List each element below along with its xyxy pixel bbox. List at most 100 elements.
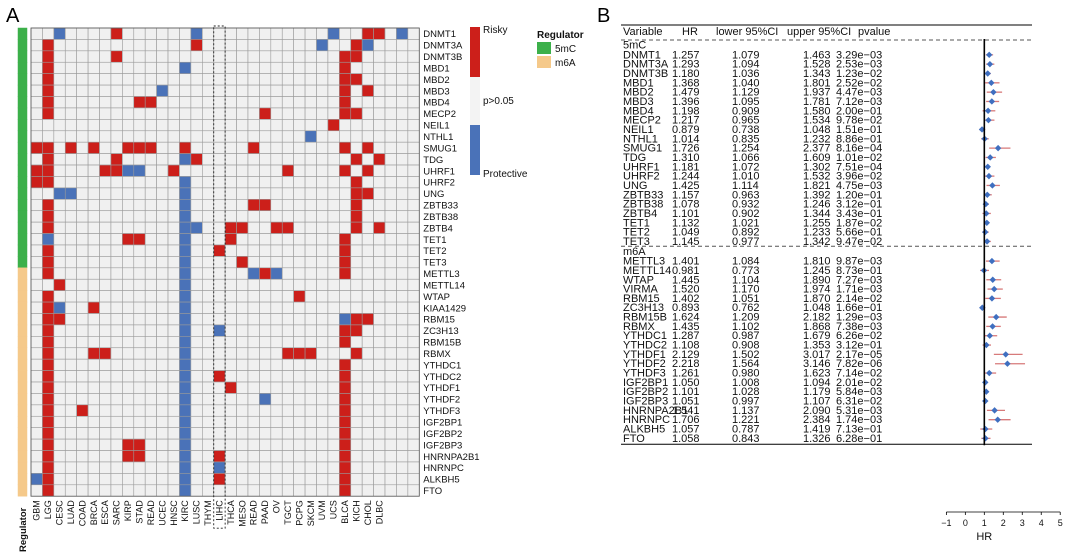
heatmap-cell — [270, 461, 283, 474]
heatmap-cell — [327, 27, 340, 40]
heatmap-cell — [339, 61, 352, 74]
heatmap-cell — [122, 267, 135, 280]
hr-point — [985, 172, 993, 180]
heatmap-cell — [190, 50, 203, 63]
row-pvalue: 4.47e−03 — [836, 87, 882, 99]
heatmap-cell — [30, 313, 43, 326]
heatmap-cell — [202, 484, 215, 497]
heatmap-cell — [190, 404, 203, 417]
heatmap-cell — [42, 358, 55, 371]
heatmap-cell — [202, 130, 215, 143]
heatmap-cell — [247, 461, 260, 474]
heatmap-cell — [339, 461, 352, 474]
regulator-bar-cell — [17, 130, 28, 143]
heatmap-cell — [179, 313, 192, 326]
legend-protective-swatch — [470, 125, 480, 175]
heatmap-cell — [190, 73, 203, 86]
heatmap-cell — [384, 164, 397, 177]
heatmap-cell — [361, 130, 374, 143]
heatmap-cell — [110, 96, 123, 109]
heatmap-cell — [76, 267, 89, 280]
heatmap-cell — [350, 107, 363, 120]
heatmap-cell — [133, 438, 146, 451]
heatmap-cell — [87, 176, 100, 189]
row-upper: 1.232 — [803, 133, 831, 145]
heatmap-cell — [110, 73, 123, 86]
heatmap-cell — [30, 256, 43, 269]
heatmap-cell — [53, 473, 66, 486]
heatmap-cell — [350, 358, 363, 371]
regulator-bar-cell — [17, 336, 28, 349]
row-hr: 1.014 — [672, 133, 700, 145]
heatmap-cell — [156, 301, 169, 314]
heatmap-cell — [144, 461, 157, 474]
heatmap-cell — [281, 324, 294, 337]
heatmap-cell — [259, 39, 272, 52]
heatmap-cell — [76, 381, 89, 394]
heatmap-cell — [350, 450, 363, 463]
panel-a-letter: A — [6, 5, 20, 27]
gene-label: HNRNPA2B1 — [423, 452, 479, 463]
heatmap-cell — [373, 130, 386, 143]
hr-point — [985, 116, 992, 124]
heatmap-cell — [30, 221, 43, 234]
heatmap-cell — [213, 393, 226, 406]
heatmap-cell — [167, 415, 180, 428]
heatmap-cell — [110, 199, 123, 212]
heatmap-cell — [30, 73, 43, 86]
heatmap-cell — [76, 130, 89, 143]
cancer-label: GBM — [32, 500, 42, 521]
heatmap-cell — [384, 427, 397, 440]
x-tick-label: 0 — [963, 518, 968, 528]
heatmap-cell — [316, 107, 329, 120]
heatmap-cell — [64, 164, 77, 177]
heatmap-cell — [361, 427, 374, 440]
heatmap-cell — [259, 347, 272, 360]
heatmap-cell — [179, 450, 192, 463]
heatmap-cell — [122, 427, 135, 440]
heatmap-cell — [384, 221, 397, 234]
regulator-bar-cell — [17, 324, 28, 337]
hr-point — [982, 435, 989, 442]
heatmap-cell — [99, 290, 112, 303]
heatmap-cell — [396, 96, 409, 109]
heatmap-cell — [224, 484, 237, 497]
heatmap-cell — [224, 39, 237, 52]
heatmap-cell — [144, 427, 157, 440]
gene-label: NTHL1 — [423, 132, 453, 143]
heatmap-cell — [122, 164, 135, 177]
heatmap-cell — [373, 187, 386, 200]
heatmap-cell — [293, 370, 306, 383]
heatmap-cell — [270, 233, 283, 246]
heatmap-cell — [64, 199, 77, 212]
heatmap-cell — [213, 27, 226, 40]
heatmap-cell — [270, 370, 283, 383]
heatmap-cell — [99, 438, 112, 451]
heatmap-cell — [339, 290, 352, 303]
heatmap-cell — [384, 50, 397, 63]
heatmap-cell — [281, 187, 294, 200]
cancer-label: COAD — [77, 500, 87, 527]
heatmap-cell — [270, 176, 283, 189]
heatmap-cell — [64, 290, 77, 303]
heatmap-cell — [247, 233, 260, 246]
row-pvalue: 3.12e−01 — [836, 199, 882, 211]
row-hr: 1.101 — [672, 208, 700, 220]
hr-point — [986, 60, 994, 68]
heatmap-cell — [339, 347, 352, 360]
cancer-label: BRCA — [89, 500, 99, 525]
heatmap-cell — [122, 358, 135, 371]
heatmap-cell — [339, 484, 352, 497]
heatmap-cell — [316, 393, 329, 406]
heatmap-cell — [156, 153, 169, 166]
heatmap-cell — [53, 107, 66, 120]
heatmap-cell — [327, 96, 340, 109]
heatmap-cell — [64, 450, 77, 463]
heatmap-cell — [76, 199, 89, 212]
heatmap-cell — [407, 358, 420, 371]
heatmap-cell — [316, 313, 329, 326]
cancer-label: PCPG — [294, 500, 304, 526]
heatmap-cell — [259, 27, 272, 40]
heatmap-cell — [384, 313, 397, 326]
heatmap-cell — [407, 313, 420, 326]
